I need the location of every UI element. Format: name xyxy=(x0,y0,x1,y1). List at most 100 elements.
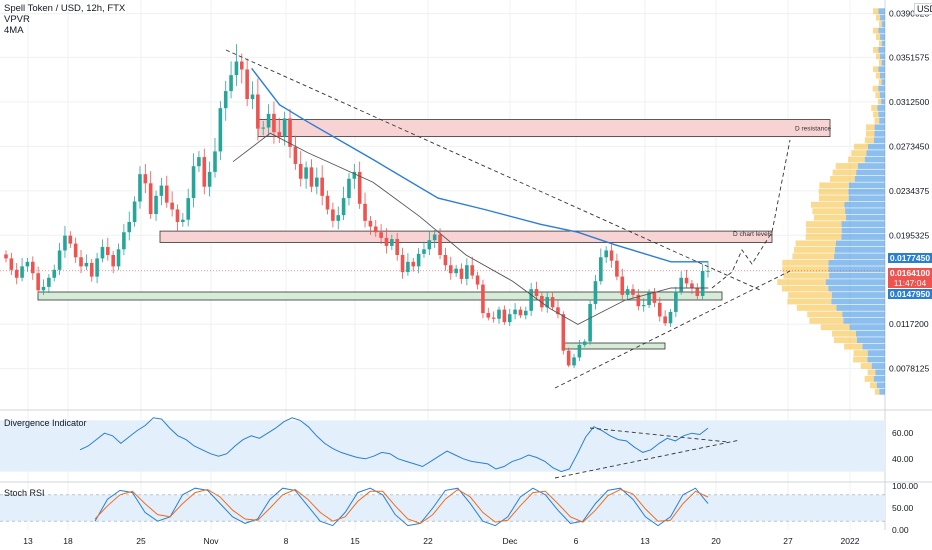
volume-bar-up-3 xyxy=(867,369,876,376)
volume-bar-up-11 xyxy=(809,317,844,324)
currency-button[interactable]: USD xyxy=(914,3,932,15)
volume-bar-down-14 xyxy=(831,298,885,305)
volume-bar-up-38 xyxy=(853,143,868,150)
candle-body-110 xyxy=(593,281,598,304)
stoch-title: Stoch RSI xyxy=(4,488,45,498)
candle-body-76 xyxy=(411,261,416,267)
volume-bar-up-8 xyxy=(833,337,857,344)
volume-bar-up-20 xyxy=(782,259,829,266)
rsi-band xyxy=(0,420,885,472)
price-tick-6: 0.0117200 xyxy=(889,319,929,329)
volume-bar-up-55 xyxy=(875,34,881,40)
volume-bar-up-46 xyxy=(875,92,880,98)
volume-bar-down-44 xyxy=(877,105,885,111)
volume-bar-up-24 xyxy=(805,234,842,240)
candle-body-60 xyxy=(325,195,330,210)
volume-bar-up-39 xyxy=(864,137,874,144)
candle-body-43 xyxy=(234,61,239,76)
volume-bar-up-29 xyxy=(811,201,845,208)
time-tick-0: 13 xyxy=(23,536,33,546)
volume-bar-up-32 xyxy=(819,182,849,189)
candle-body-13 xyxy=(73,243,78,258)
candle-body-126 xyxy=(679,277,684,292)
slow-ma-line xyxy=(232,132,709,325)
candle-body-102 xyxy=(550,297,555,308)
volume-bar-up-49 xyxy=(875,72,881,79)
volume-bar-up-48 xyxy=(878,79,882,86)
volume-bar-up-33 xyxy=(830,176,855,182)
volume-bar-down-15 xyxy=(831,292,885,298)
candle-body-101 xyxy=(545,297,550,308)
candle-body-118 xyxy=(636,294,641,307)
volume-bar-down-54 xyxy=(881,40,885,47)
candle-body-109 xyxy=(588,303,592,342)
candle-body-58 xyxy=(315,177,319,187)
volume-profile xyxy=(777,8,885,395)
candle-body-14 xyxy=(79,257,83,267)
candle-body-125 xyxy=(674,291,678,312)
chart-levels-zone xyxy=(159,230,773,243)
rsi-bull-divergence xyxy=(554,439,741,479)
volume-bar-up-28 xyxy=(812,208,846,215)
rsi-bear-divergence xyxy=(589,427,729,443)
candle-body-120 xyxy=(647,292,651,306)
candle-body-79 xyxy=(427,240,432,250)
volume-bar-down-9 xyxy=(855,330,885,337)
volume-bar-down-30 xyxy=(848,195,885,202)
candle-body-67 xyxy=(363,203,367,221)
candle-body-8 xyxy=(47,277,51,287)
volume-bar-up-0 xyxy=(874,388,880,395)
fast-ma-line xyxy=(251,67,709,263)
time-tick-10: 20 xyxy=(711,536,721,546)
candle-body-19 xyxy=(106,247,110,255)
volume-bar-down-50 xyxy=(878,66,885,73)
candle-body-57 xyxy=(309,167,314,187)
candle-body-59 xyxy=(320,177,324,196)
volume-bar-up-45 xyxy=(877,98,882,105)
candle-body-25 xyxy=(138,174,142,202)
candle-body-55 xyxy=(298,163,303,179)
volume-bar-down-36 xyxy=(864,156,885,163)
volume-bar-up-31 xyxy=(818,188,849,195)
volume-bar-down-5 xyxy=(867,356,885,363)
candle-body-65 xyxy=(352,171,357,179)
time-axis[interactable]: 13 18 25 Nov 8 15 22 Dec 6 13 20 27 2022 xyxy=(23,536,859,546)
volume-bar-up-56 xyxy=(872,27,879,34)
projection-path xyxy=(711,139,791,289)
candle-body-90 xyxy=(486,313,491,318)
price-axis[interactable]: 0.0390025 0.0351575 0.0312500 0.0273450 0.02… xyxy=(889,9,929,374)
volume-bar-down-29 xyxy=(844,201,885,208)
stoch-line-1 xyxy=(94,488,709,524)
candle-body-66 xyxy=(357,171,362,204)
candle-body-48 xyxy=(261,127,266,129)
volume-bar-down-23 xyxy=(835,240,885,247)
candle-body-38 xyxy=(207,171,212,187)
volume-bar-up-2 xyxy=(864,375,874,382)
volume-bar-down-4 xyxy=(871,363,885,369)
volume-bar-up-35 xyxy=(835,163,858,169)
stoch-tick-1: 50.00 xyxy=(892,503,914,513)
volume-bar-down-18 xyxy=(829,272,885,279)
price-tick-0: 0.0390025 xyxy=(889,9,929,19)
candle-body-30 xyxy=(164,185,169,203)
volume-bar-down-2 xyxy=(873,375,885,382)
volume-bar-up-40 xyxy=(865,130,875,137)
volume-bar-down-56 xyxy=(878,27,885,34)
candle-body-127 xyxy=(684,277,689,284)
candle-body-62 xyxy=(336,215,341,221)
symbol-title[interactable]: Spell Token / USD, 12h, FTX xyxy=(4,3,126,14)
indicator-4ma[interactable]: 4MA xyxy=(4,25,24,36)
indicator-vpvr[interactable]: VPVR xyxy=(4,14,30,25)
price-tick-4: 0.0234375 xyxy=(889,186,929,196)
candle-body-113 xyxy=(609,250,614,261)
candle-body-15 xyxy=(84,262,89,267)
volume-bar-down-52 xyxy=(880,53,885,60)
candle-body-36 xyxy=(197,157,201,167)
candle-body-108 xyxy=(582,341,587,345)
candle-body-50 xyxy=(272,113,276,133)
candle-body-93 xyxy=(502,309,507,323)
volume-bar-down-46 xyxy=(879,92,885,98)
candle-body-24 xyxy=(132,201,137,222)
volume-bar-down-0 xyxy=(879,388,885,395)
